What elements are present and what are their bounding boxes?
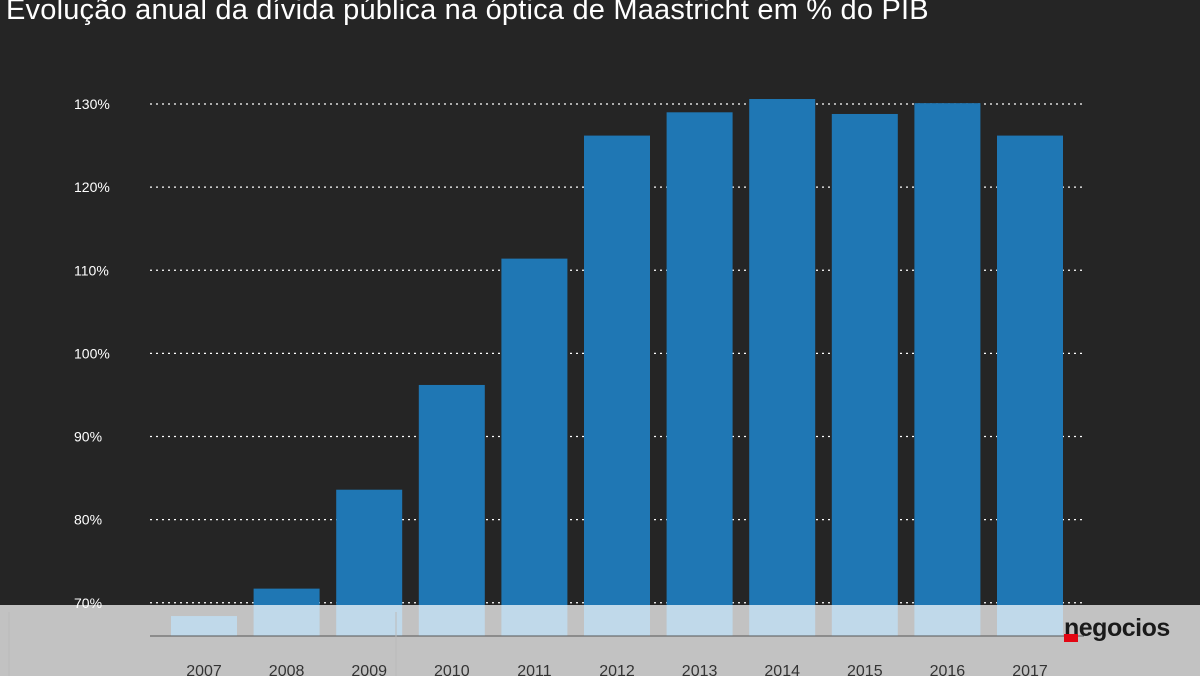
x-tick-label: 2008 xyxy=(269,663,305,676)
bar xyxy=(666,112,733,636)
bar xyxy=(997,135,1063,636)
x-tick-label: 2015 xyxy=(847,663,883,676)
bar xyxy=(418,384,485,636)
y-tick-label: 110% xyxy=(74,262,109,278)
bar xyxy=(749,99,816,636)
x-tick-label: 2007 xyxy=(186,663,222,676)
y-tick-label: 80% xyxy=(74,512,102,528)
bottom-overlay xyxy=(0,605,1200,676)
bar xyxy=(831,113,898,637)
negocios-logo[interactable]: negocios xyxy=(1064,614,1170,642)
x-tick-label: 2013 xyxy=(682,663,718,676)
x-tick-label: 2017 xyxy=(1012,663,1048,676)
bar xyxy=(501,258,568,636)
bar xyxy=(584,135,650,636)
x-tick-label: 2012 xyxy=(599,663,635,676)
bars xyxy=(171,99,1063,637)
chart-title: Evolução anual da dívida pública na ópti… xyxy=(6,0,929,26)
x-tick-label: 2016 xyxy=(930,663,966,676)
y-tick-label: 90% xyxy=(74,429,102,445)
logo-mark xyxy=(1064,634,1078,642)
x-tick-label: 2011 xyxy=(517,663,552,676)
y-axis: 70%80%90%100%110%120%130% xyxy=(74,96,110,611)
x-tick-label: 2010 xyxy=(434,663,470,676)
y-tick-label: 120% xyxy=(74,179,110,195)
y-tick-label: 100% xyxy=(74,345,110,361)
bar xyxy=(914,103,981,636)
y-tick-label: 130% xyxy=(74,96,110,112)
x-tick-label: 2014 xyxy=(764,663,800,676)
x-axis: 2007 2008 2009 2010 2011 2012 2013 2014 2015 2016… xyxy=(186,663,1048,676)
x-tick-label: 2009 xyxy=(351,663,387,676)
